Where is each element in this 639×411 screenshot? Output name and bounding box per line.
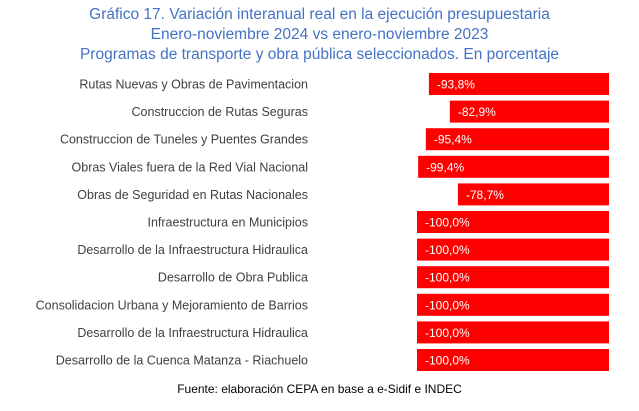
data-label: -95,4% bbox=[434, 133, 472, 147]
chart-title-line-2: Enero-noviembre 2024 vs enero-noviembre … bbox=[150, 26, 489, 43]
category-label: Desarrollo de la Cuenca Matanza - Riachu… bbox=[56, 354, 308, 368]
data-label: -99,4% bbox=[426, 160, 464, 174]
data-label: -100,0% bbox=[425, 326, 470, 340]
bar bbox=[418, 155, 609, 178]
category-label: Infraestructura en Municipios bbox=[148, 216, 309, 230]
category-label: Obras Viales fuera de la Red Vial Nacion… bbox=[72, 160, 308, 174]
source-note: Fuente: elaboración CEPA en base a e-Sid… bbox=[177, 382, 462, 396]
bar bbox=[428, 73, 609, 95]
bar bbox=[417, 349, 609, 371]
bar bbox=[417, 293, 609, 316]
category-label: Rutas Nuevas y Obras de Pavimentacion bbox=[79, 78, 308, 92]
data-label: -78,7% bbox=[466, 188, 504, 202]
category-label: Desarrollo de la Infraestructura Hidraul… bbox=[77, 326, 308, 340]
category-label: Desarrollo de la Infraestructura Hidraul… bbox=[77, 243, 308, 257]
bar bbox=[449, 100, 609, 123]
category-label: Construccion de Rutas Seguras bbox=[132, 105, 308, 119]
category-label: Construccion de Tuneles y Puentes Grande… bbox=[60, 133, 308, 147]
data-label: -100,0% bbox=[425, 216, 470, 230]
category-label: Obras de Seguridad en Rutas Nacionales bbox=[77, 188, 308, 202]
data-label: -100,0% bbox=[425, 271, 470, 285]
chart-title-line-3: Programas de transporte y obra pública s… bbox=[79, 46, 560, 63]
bar bbox=[457, 183, 609, 206]
bar bbox=[417, 266, 609, 289]
category-label: Consolidacion Urbana y Mejoramiento de B… bbox=[36, 298, 308, 312]
bar bbox=[425, 128, 609, 151]
data-label: -100,0% bbox=[425, 243, 470, 257]
bar bbox=[417, 238, 609, 261]
data-label: -100,0% bbox=[425, 354, 470, 368]
data-label: -93,8% bbox=[437, 78, 475, 92]
chart-title-line-1: Gráfico 17. Variación interanual real en… bbox=[89, 6, 550, 23]
data-label: -100,0% bbox=[425, 298, 470, 312]
bar bbox=[417, 321, 609, 344]
data-label: -82,9% bbox=[458, 105, 496, 119]
category-label: Desarrollo de Obra Publica bbox=[158, 271, 308, 285]
bar bbox=[417, 211, 609, 233]
